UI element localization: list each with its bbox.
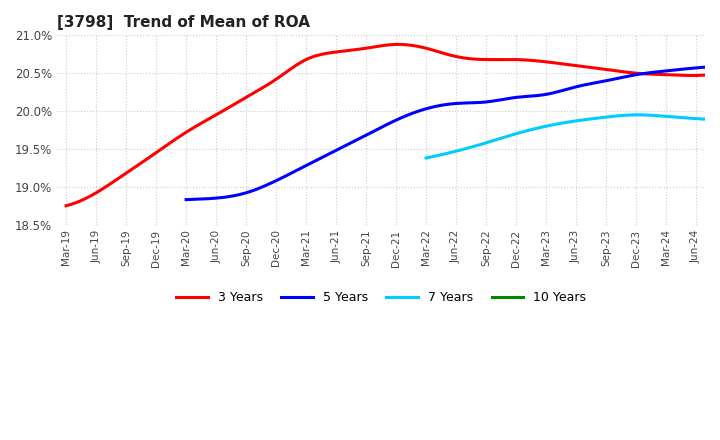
- Legend: 3 Years, 5 Years, 7 Years, 10 Years: 3 Years, 5 Years, 7 Years, 10 Years: [171, 286, 591, 309]
- Text: [3798]  Trend of Mean of ROA: [3798] Trend of Mean of ROA: [57, 15, 310, 30]
